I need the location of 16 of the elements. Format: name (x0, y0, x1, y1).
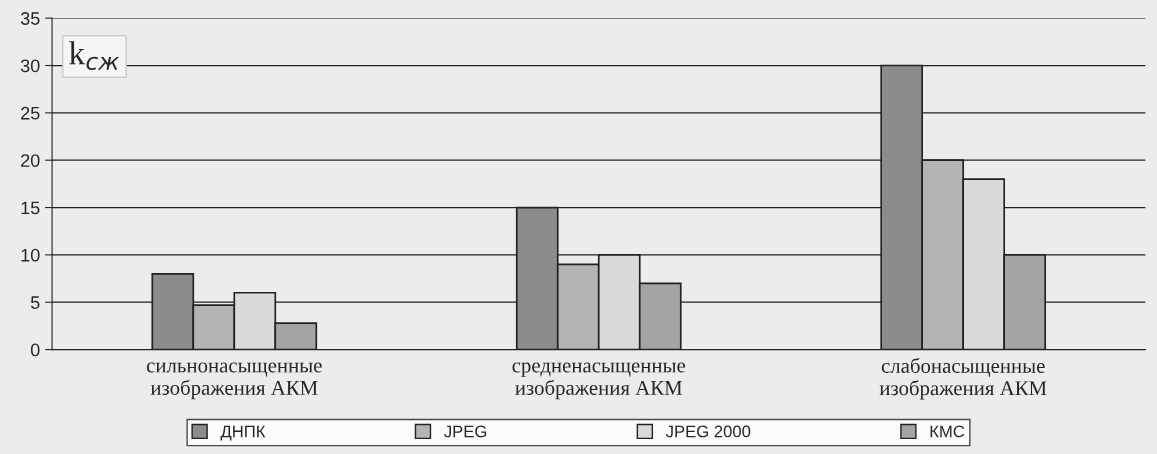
y-axis-title: k$_{сж}$ (69, 41, 120, 71)
y-tick-label: 0 (30, 343, 40, 357)
y-tick-label: 15 (21, 201, 40, 215)
x-tick-label: слабонасыщенные изображения АКМ (879, 357, 1047, 400)
legend-label: JPEG 2000 (665, 425, 751, 438)
y-tick-label: 35 (20, 12, 40, 25)
y-tick-label: 5 (30, 296, 40, 309)
y-tick-label: 30 (20, 59, 40, 73)
y-tick-label: 25 (21, 106, 40, 120)
legend-label: КМС (930, 425, 965, 438)
x-tick-label: средненасыщенные изображения АКМ (512, 362, 686, 400)
legend-label: ДНПК (220, 425, 266, 441)
x-tick-label: сильнонасыщенные изображения АКМ (146, 362, 322, 400)
y-tick-label: 10 (21, 248, 40, 262)
legend-label: JPEG (444, 425, 487, 438)
y-tick-label: 20 (21, 154, 40, 167)
